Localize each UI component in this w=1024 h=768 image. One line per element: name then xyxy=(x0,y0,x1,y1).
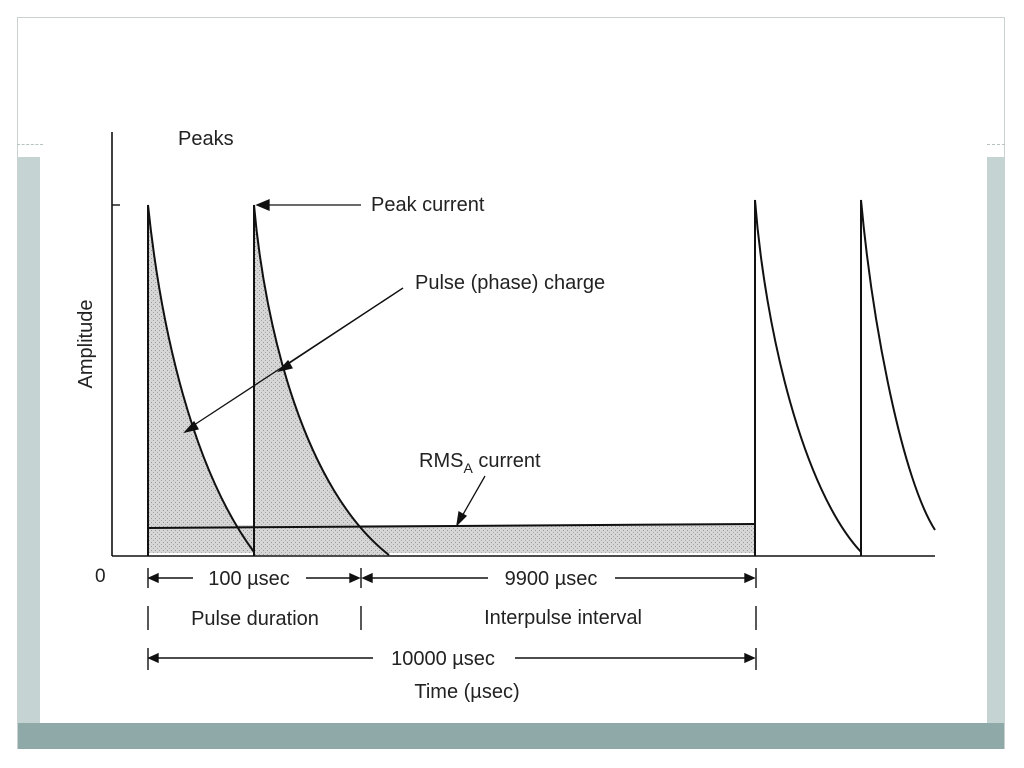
pulse-time-arrowhead-left xyxy=(147,572,159,584)
pulse-charge-arrowhead-2 xyxy=(277,359,293,373)
pulse-3-waveform xyxy=(754,199,862,556)
pulse-charge-label: Pulse (phase) charge xyxy=(415,272,605,294)
interpulse-time-label: 9900 µsec xyxy=(505,568,598,590)
left-side-band xyxy=(18,157,40,723)
pulse-diagram-svg: Peaks Peak current Pulse (phase) charge … xyxy=(75,128,936,703)
period-time-label: 10000 µsec xyxy=(391,648,495,670)
period-time-arrowhead-right xyxy=(744,652,756,664)
x-axis-label: Time (µsec) xyxy=(414,681,519,703)
pulse-charge-arrow-2 xyxy=(284,287,404,367)
pulse-1-waveform xyxy=(147,204,255,556)
origin-label: 0 xyxy=(95,566,106,587)
annotation-arrows xyxy=(183,199,486,527)
pulse-charge-arrowhead-1 xyxy=(183,420,199,434)
pulse-duration-label: Pulse duration xyxy=(191,608,319,630)
pulse-1-charge-area xyxy=(148,205,254,552)
pulse-diagram-figure: Peaks Peak current Pulse (phase) charge … xyxy=(43,110,987,722)
rms-prefix: RMS xyxy=(419,450,463,472)
pulse-time-arrowhead-right xyxy=(349,572,361,584)
interpulse-interval-label: Interpulse interval xyxy=(484,607,642,629)
rms-subscript: A xyxy=(463,460,473,476)
interpulse-time-arrowhead-left xyxy=(361,572,373,584)
left-dashed-divider xyxy=(17,144,43,145)
rms-current-arrowhead xyxy=(456,510,468,527)
right-dashed-divider xyxy=(987,144,1005,145)
pulse-time-label: 100 µsec xyxy=(208,568,290,590)
time-markers xyxy=(147,568,757,670)
interpulse-time-arrowhead-right xyxy=(744,572,756,584)
rms-current-arrow xyxy=(460,475,486,519)
peak-current-arrowhead xyxy=(255,199,270,211)
pulse-4-waveform xyxy=(860,199,936,556)
pulse-2-charge-area xyxy=(254,205,389,555)
amplitude-label: Amplitude xyxy=(75,300,97,389)
rms-current-label: RMSA current xyxy=(419,450,541,476)
pulse-waveforms xyxy=(147,199,936,556)
rms-level-line xyxy=(147,523,756,529)
right-side-band xyxy=(987,157,1005,723)
peak-current-label: Peak current xyxy=(371,194,485,216)
rms-band-area xyxy=(148,525,755,553)
pulse-2-waveform xyxy=(253,204,390,556)
bottom-band xyxy=(18,723,1004,749)
peaks-label: Peaks xyxy=(178,128,234,150)
rms-suffix: current xyxy=(473,450,541,472)
period-time-arrowhead-left xyxy=(147,652,159,664)
